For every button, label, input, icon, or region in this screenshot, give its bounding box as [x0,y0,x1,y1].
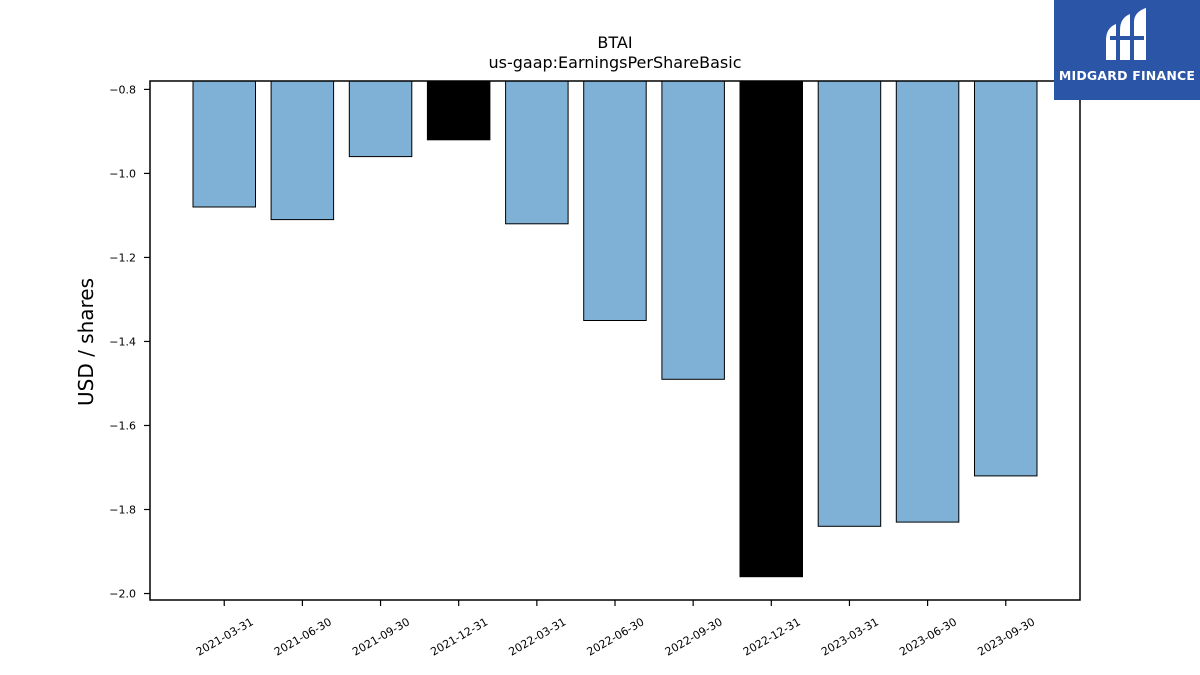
x-tick-label: 2023-09-30 [975,615,1037,658]
bar-2021-09-30 [348,80,413,158]
x-tick-label: 2021-09-30 [350,615,412,658]
y-tick-label: −2.0 [109,588,136,601]
x-tick-label: 2022-03-31 [506,615,568,658]
chart-title: BTAI [597,33,632,52]
y-tick-label: −1.2 [109,251,136,264]
y-axis-label: USD / shares [74,278,98,406]
x-ticks: 2021-03-31 2021-06-30 2021-09-30 2021-12-31… [194,600,1037,659]
x-tick-label: 2022-12-31 [741,615,803,658]
midgard-logo-icon [1106,8,1146,60]
bar-2022-06-30 [583,80,647,321]
x-tick-label: 2021-03-31 [194,615,256,658]
chart-subtitle: us-gaap:EarningsPerShareBasic [488,53,741,72]
y-tick-label: −1.8 [109,504,136,517]
y-tick-label: −0.8 [109,83,136,96]
midgard-logo: MIDGARD FINANCE [1054,0,1200,100]
logo-text: MIDGARD FINANCE [1058,68,1196,83]
bar-2022-12-31 [739,80,803,578]
y-tick-label: −1.4 [109,335,136,348]
y-ticks: −0.8 −1.0 −1.2 −1.4 −1.6 −1.8 −2.0 [109,83,150,601]
x-tick-label: 2023-03-31 [819,615,881,658]
bar-2023-06-30 [895,80,960,523]
x-tick-label: 2021-06-30 [272,615,334,658]
x-tick-label: 2022-09-30 [663,615,725,658]
bar-2023-09-30 [974,80,1038,477]
plot-frame [149,80,1081,601]
bar-2022-03-31 [505,80,569,225]
bar-2022-09-30 [661,80,725,380]
bar-2021-06-30 [270,80,335,221]
y-tick-label: −1.6 [109,419,136,432]
x-tick-label: 2022-06-30 [585,615,647,658]
bars-group [192,80,1038,578]
y-tick-label: −1.0 [109,167,136,180]
x-tick-label: 2021-12-31 [428,615,490,658]
bar-2021-12-31 [426,80,491,141]
bar-2023-03-31 [817,80,882,527]
bar-2021-03-31 [192,80,256,208]
x-tick-label: 2023-06-30 [897,615,959,658]
